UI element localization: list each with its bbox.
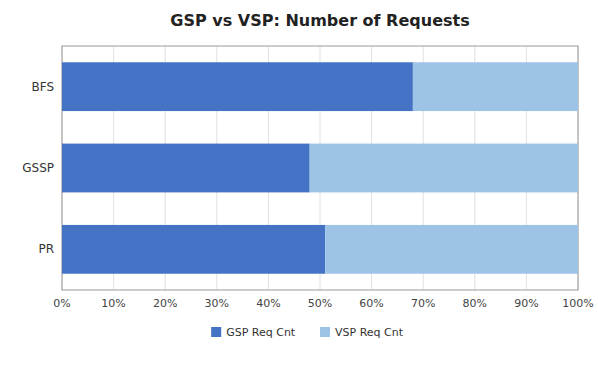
x-tick-label: 60% xyxy=(359,297,383,310)
bar-segment xyxy=(325,225,578,274)
y-tick-label: PR xyxy=(38,242,54,256)
bars xyxy=(62,62,578,273)
x-tick-label: 20% xyxy=(153,297,177,310)
x-tick-label: 50% xyxy=(308,297,332,310)
bar-segment xyxy=(62,225,325,274)
bar-segment xyxy=(413,62,578,111)
plot-frame xyxy=(62,46,578,290)
y-axis: PR GSSP BFS xyxy=(22,80,54,257)
title: GSP vs VSP: Number of Requests xyxy=(170,11,469,30)
x-tick-label: 10% xyxy=(101,297,125,310)
bar-segment xyxy=(62,144,310,193)
x-tick-label: 90% xyxy=(514,297,538,310)
legend: GSP Req Cnt VSP Req Cnt xyxy=(211,326,403,339)
chart: GSP vs VSP: Number of Requests 0% 10% 20% 30… xyxy=(0,0,598,365)
bar-segment xyxy=(310,144,578,193)
y-tick-label: BFS xyxy=(31,80,54,94)
y-tick-label: GSSP xyxy=(22,161,54,175)
x-tick-label: 100% xyxy=(562,297,593,310)
x-axis: 0% 10% 20% 30% 40% 50% 60% 70% 80% 90% 100% xyxy=(53,297,593,310)
x-tick-label: 30% xyxy=(205,297,229,310)
x-tick-label: 40% xyxy=(256,297,280,310)
legend-swatch xyxy=(320,327,330,337)
x-tick-label: 80% xyxy=(463,297,487,310)
legend-label: VSP Req Cnt xyxy=(335,326,404,339)
x-tick-label: 70% xyxy=(411,297,435,310)
x-tick-label: 0% xyxy=(53,297,70,310)
grid xyxy=(62,46,578,290)
legend-swatch xyxy=(211,327,221,337)
legend-label: GSP Req Cnt xyxy=(226,326,296,339)
bar-segment xyxy=(62,62,413,111)
